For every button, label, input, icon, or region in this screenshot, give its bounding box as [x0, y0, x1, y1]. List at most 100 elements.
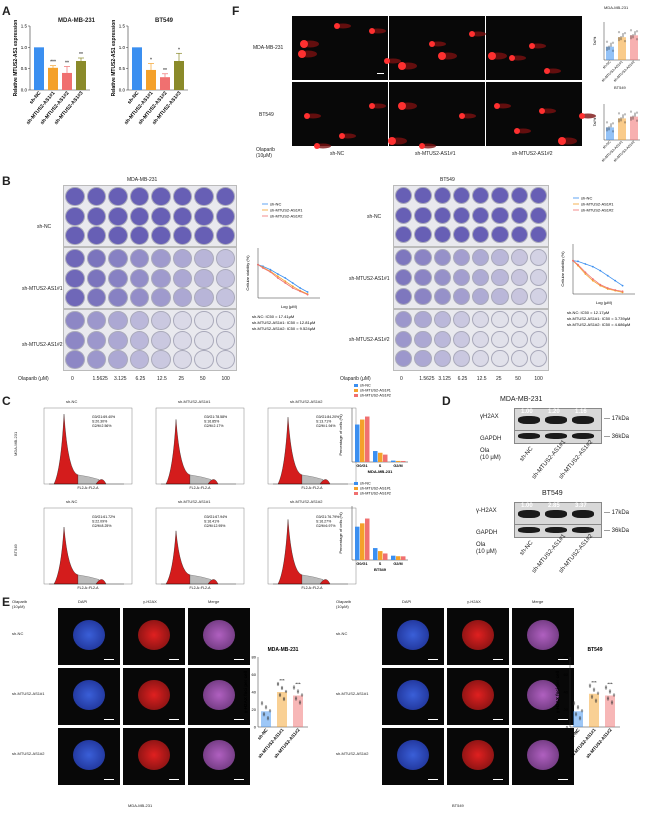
well: [472, 350, 490, 368]
data-point: [306, 291, 309, 293]
dot: [624, 40, 626, 43]
nucleus: [397, 680, 429, 710]
blot-band: [518, 527, 540, 533]
data-point: [584, 273, 587, 275]
bar: [605, 695, 615, 727]
bar: [391, 555, 396, 560]
scale-bar: [169, 719, 179, 720]
well: [529, 330, 547, 348]
phase-stat: G2/M:8.25%: [92, 524, 111, 528]
panel-d: D MDA-MB-231 γH2AX 1.00 1.20 1.16 — 17kDa GAPD…: [442, 392, 646, 592]
data-point: [596, 692, 600, 695]
plate-row-1-1: sh-NC: [37, 224, 52, 230]
well: [452, 288, 470, 306]
y-axis-label: Relative MTUS2-AS1 expression: [111, 20, 117, 97]
data-point: [262, 714, 266, 717]
well: [395, 206, 413, 224]
panel-label-e: E: [2, 595, 11, 609]
bar: [401, 460, 406, 462]
well: [86, 330, 106, 350]
well: [65, 249, 85, 268]
well: [86, 350, 106, 369]
well: [108, 249, 128, 268]
series-line: [257, 264, 308, 295]
well: [529, 206, 547, 224]
data-point: [606, 274, 609, 277]
well: [151, 268, 171, 288]
phase-stat: G0/G1:67.94%: [204, 515, 227, 519]
nucleus: [203, 620, 235, 650]
dot: [606, 40, 608, 43]
data-point: [264, 707, 268, 710]
comet-col-label-1: sh-NC: [330, 151, 345, 157]
well: [151, 330, 171, 350]
dose-label-left: 6.25: [135, 376, 146, 382]
tick-label: 40: [564, 690, 569, 695]
data-point: [284, 280, 287, 283]
dot: [608, 126, 610, 129]
y-axis-label: Relative MTUS2-AS1 expression: [13, 20, 19, 97]
blot-title: MDA-MB-231: [500, 396, 543, 403]
data-point: [572, 703, 576, 706]
data-point: [266, 718, 270, 721]
data-point: [572, 702, 576, 705]
significance: ***: [279, 678, 285, 683]
blot-row-label: GAPDH: [476, 530, 498, 536]
if-col-label: Merge: [208, 599, 220, 604]
if-col-label: Merge: [532, 599, 544, 604]
series-line: [572, 260, 623, 286]
well: [414, 330, 432, 348]
blot-kda-label: — 36kDa: [604, 528, 630, 534]
plate-row-2-3: sh-MTUS2-AS1#2: [349, 337, 390, 343]
x-axis-label: Log (μM): [596, 300, 613, 305]
dot: [610, 42, 612, 45]
well: [215, 226, 235, 245]
dot: [634, 114, 636, 117]
dot: [622, 116, 624, 119]
legend-entry: sh-MTUS2-AS1#2: [270, 214, 303, 219]
comet-col-label-3: sh-MTUS2-AS1#2: [512, 151, 553, 157]
dot: [620, 117, 622, 120]
g0g1-peak: [53, 414, 79, 485]
dot: [630, 37, 632, 40]
s-phase-area: [77, 474, 100, 485]
bar: [293, 695, 303, 727]
data-point: [268, 709, 272, 712]
histogram-x-label: FL2-A::FL2-A: [301, 486, 323, 490]
dot: [622, 35, 624, 38]
well: [433, 350, 451, 368]
tick-label: 0.5: [119, 66, 126, 71]
panel-c: C sh-NC sh-MTUS2-AS1#1 sh-MTUS2-AS1#2 sh-NC…: [0, 384, 440, 592]
category-label: S: [379, 464, 382, 468]
legend-entry: sh-MTUS2-AS1#1: [581, 202, 614, 207]
comet-row-label-1: MDA-MB-231: [253, 45, 284, 51]
ola-label: Ola: [476, 542, 486, 548]
well: [395, 268, 413, 286]
well: [433, 206, 451, 224]
comet-head: [429, 41, 435, 47]
well: [129, 226, 149, 245]
comet-scalebar: [377, 73, 384, 74]
well: [108, 350, 128, 369]
well: [491, 249, 509, 267]
olaparib-dose-label-1: Olaparib (μM): [18, 376, 49, 382]
well: [491, 330, 509, 348]
panel-label-a: A: [2, 4, 11, 18]
nucleus: [462, 680, 494, 710]
plate-title-1: MDA-MB-231: [127, 177, 158, 183]
comet-mini-title-2: BT549: [614, 85, 626, 90]
ola-dose: (10 μM): [476, 549, 497, 555]
comet-head: [544, 68, 550, 74]
legend-entry: sh-MTUS2-AS1#2: [581, 208, 614, 213]
comet-olaparib-dose: (10μM): [256, 153, 272, 159]
tick-label: 1.5: [119, 24, 126, 29]
comet-head: [558, 137, 566, 145]
dot: [620, 38, 622, 41]
y-axis-label: Cellular viability (%): [560, 251, 565, 287]
well: [108, 311, 128, 330]
y-axis-label: Tail%: [593, 118, 597, 126]
data-point: [268, 710, 272, 713]
dot: [630, 118, 632, 121]
data-point: [599, 283, 602, 286]
legend-entry: sh-MTUS2-AS1#2: [360, 394, 391, 398]
